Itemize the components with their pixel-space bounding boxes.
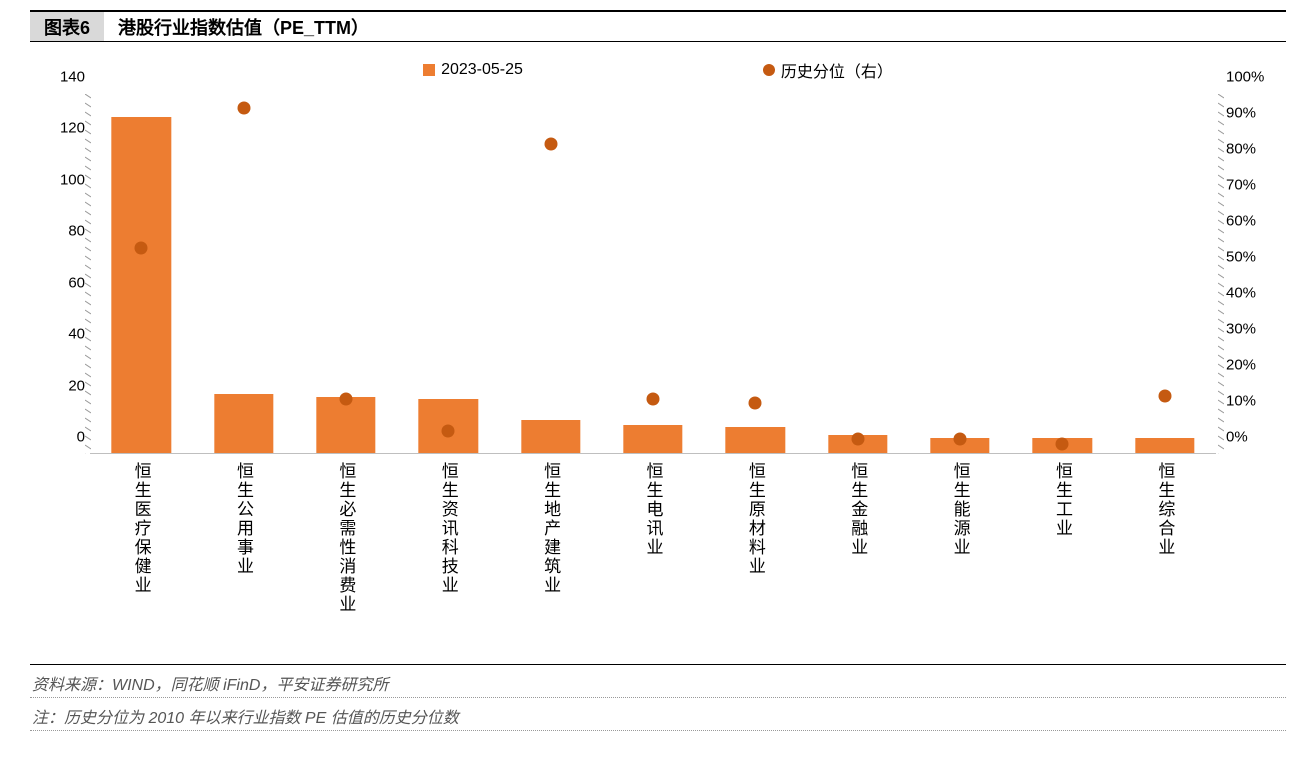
- bar-slot: [397, 94, 499, 453]
- x-axis-label: 恒生公用事业: [231, 462, 256, 576]
- y-right-tick: 100%: [1226, 69, 1286, 86]
- y-axis-right: 0%10%20%30%40%50%60%70%80%90%100%: [1226, 94, 1286, 454]
- y-right-tick: 10%: [1226, 393, 1286, 410]
- axis-hatch-right: [1218, 94, 1224, 454]
- scatter-dot: [544, 138, 557, 151]
- bar: [726, 427, 785, 453]
- plot: [90, 94, 1216, 454]
- footer-source: 资料来源：WIND，同花顺 iFinD，平安证券研究所: [30, 665, 1286, 698]
- x-axis-label: 恒生电讯业: [641, 462, 666, 557]
- y-left-tick: 60: [30, 274, 85, 291]
- y-right-tick: 20%: [1226, 357, 1286, 374]
- scatter-dot: [749, 396, 762, 409]
- legend-bar: 2023-05-25: [423, 58, 523, 82]
- x-axis-label: 恒生综合业: [1152, 462, 1177, 557]
- chart-legend: 2023-05-25 历史分位（右）: [30, 58, 1286, 82]
- y-right-tick: 90%: [1226, 105, 1286, 122]
- plot-area: [90, 94, 1216, 454]
- legend-dot-swatch: [763, 64, 775, 76]
- scatter-dot: [339, 393, 352, 406]
- scatter-dot: [237, 102, 250, 115]
- x-axis-label: 恒生资讯科技业: [436, 462, 461, 595]
- x-axis-labels: 恒生医疗保健业 恒生公用事业 恒生必需性消费业 恒生资讯科技业 恒生地产建筑业 恒生电讯业…: [90, 462, 1216, 652]
- y-left-tick: 40: [30, 326, 85, 343]
- figure-title: 港股行业指数估值（PE_TTM）: [104, 12, 383, 41]
- x-axis-label: 恒生医疗保健业: [129, 462, 154, 595]
- figure-title-bar: 图表6 港股行业指数估值（PE_TTM）: [30, 10, 1286, 42]
- x-axis-label: 恒生能源业: [948, 462, 973, 557]
- figure-number: 图表6: [30, 12, 104, 41]
- y-axis-left: 020406080100120140: [30, 94, 85, 454]
- bar: [214, 394, 273, 453]
- y-left-tick: 20: [30, 377, 85, 394]
- bar: [111, 117, 170, 453]
- scatter-dot: [1158, 389, 1171, 402]
- bar-slot: [909, 94, 1011, 453]
- scatter-dot: [135, 242, 148, 255]
- scatter-dot: [851, 432, 864, 445]
- x-axis-label: 恒生地产建筑业: [538, 462, 563, 595]
- y-right-tick: 40%: [1226, 285, 1286, 302]
- y-left-tick: 100: [30, 171, 85, 188]
- bar-slot: [90, 94, 192, 453]
- chart-container: 2023-05-25 历史分位（右） 0 20 40 60 80 100 120 140 0%…: [30, 50, 1286, 660]
- bar-slot: [192, 94, 294, 453]
- y-right-tick: 50%: [1226, 249, 1286, 266]
- scatter-dot: [1056, 438, 1069, 451]
- y-right-tick: 30%: [1226, 321, 1286, 338]
- legend-dot: 历史分位（右）: [763, 58, 893, 82]
- legend-bar-label: 2023-05-25: [441, 61, 523, 79]
- x-axis-label: 恒生金融业: [845, 462, 870, 557]
- footer-note: 注：历史分位为 2010 年以来行业指数 PE 估值的历史分位数: [30, 698, 1286, 731]
- y-right-tick: 70%: [1226, 177, 1286, 194]
- scatter-dot: [647, 393, 660, 406]
- bar: [521, 420, 580, 453]
- y-right-tick: 80%: [1226, 141, 1286, 158]
- y-right-tick: 0%: [1226, 429, 1286, 446]
- legend-bar-swatch: [423, 64, 435, 76]
- legend-dot-label: 历史分位（右）: [781, 58, 893, 82]
- bar: [623, 425, 682, 453]
- y-left-tick: 120: [30, 120, 85, 137]
- x-axis-label: 恒生工业: [1050, 462, 1075, 538]
- figure-footer: 资料来源：WIND，同花顺 iFinD，平安证券研究所 注：历史分位为 2010…: [30, 664, 1286, 731]
- y-left-tick: 80: [30, 223, 85, 240]
- scatter-dot: [954, 432, 967, 445]
- x-axis-label: 恒生原材料业: [743, 462, 768, 576]
- y-left-tick: 0: [30, 429, 85, 446]
- y-left-tick: 140: [30, 69, 85, 86]
- bar: [1135, 438, 1194, 453]
- scatter-dot: [442, 425, 455, 438]
- bar-slot: [807, 94, 909, 453]
- bar-slot: [1011, 94, 1113, 453]
- x-axis-label: 恒生必需性消费业: [333, 462, 358, 614]
- y-right-tick: 60%: [1226, 213, 1286, 230]
